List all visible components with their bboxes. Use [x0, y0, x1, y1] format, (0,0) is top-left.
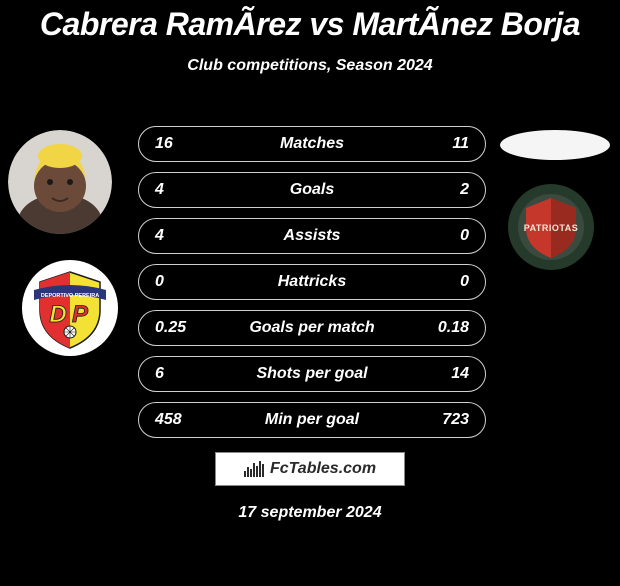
- stat-right-value: 0.18: [419, 319, 469, 337]
- stat-label: Hattricks: [205, 273, 419, 291]
- stat-right-value: 0: [419, 227, 469, 245]
- stat-right-value: 2: [419, 181, 469, 199]
- footer-brand: FcTables.com: [215, 452, 405, 486]
- stat-right-value: 11: [419, 135, 469, 153]
- stat-row: 6 Shots per goal 14: [138, 356, 486, 392]
- stat-right-value: 723: [419, 411, 469, 429]
- stat-label: Goals per match: [205, 319, 419, 337]
- svg-text:P: P: [72, 301, 89, 328]
- avatar-left: [8, 130, 112, 234]
- brand-text: FcTables.com: [270, 460, 376, 478]
- stat-left-value: 16: [155, 135, 205, 153]
- stat-left-value: 4: [155, 181, 205, 199]
- page-subtitle: Club competitions, Season 2024: [0, 57, 620, 75]
- stat-row: 4 Goals 2: [138, 172, 486, 208]
- stat-left-value: 0.25: [155, 319, 205, 337]
- stat-label: Goals: [205, 181, 419, 199]
- stat-label: Min per goal: [205, 411, 419, 429]
- svg-text:DEPORTIVO PEREIRA: DEPORTIVO PEREIRA: [41, 293, 99, 299]
- stat-left-value: 6: [155, 365, 205, 383]
- date-text: 17 september 2024: [238, 504, 381, 522]
- stat-left-value: 4: [155, 227, 205, 245]
- stat-label: Shots per goal: [205, 365, 419, 383]
- stat-row: 0.25 Goals per match 0.18: [138, 310, 486, 346]
- svg-text:PATRIOTAS: PATRIOTAS: [524, 223, 579, 233]
- club-badge-left: DEPORTIVO PEREIRA D P: [22, 260, 118, 356]
- club-badge-right: PATRIOTAS: [508, 184, 594, 270]
- page-title: Cabrera RamÃ­rez vs MartÃ­nez Borja: [0, 6, 620, 43]
- avatar-right-placeholder: [500, 130, 610, 160]
- stat-right-value: 14: [419, 365, 469, 383]
- svg-text:D: D: [49, 301, 66, 328]
- stat-row: 458 Min per goal 723: [138, 402, 486, 438]
- stat-row: 0 Hattricks 0: [138, 264, 486, 300]
- stat-row: 16 Matches 11: [138, 126, 486, 162]
- stat-right-value: 0: [419, 273, 469, 291]
- stat-label: Matches: [205, 135, 419, 153]
- brand-bars-icon: [244, 461, 264, 477]
- stat-left-value: 458: [155, 411, 205, 429]
- stat-label: Assists: [205, 227, 419, 245]
- stat-left-value: 0: [155, 273, 205, 291]
- stats-table: 16 Matches 11 4 Goals 2 4 Assists 0 0 Ha…: [138, 126, 486, 448]
- stat-row: 4 Assists 0: [138, 218, 486, 254]
